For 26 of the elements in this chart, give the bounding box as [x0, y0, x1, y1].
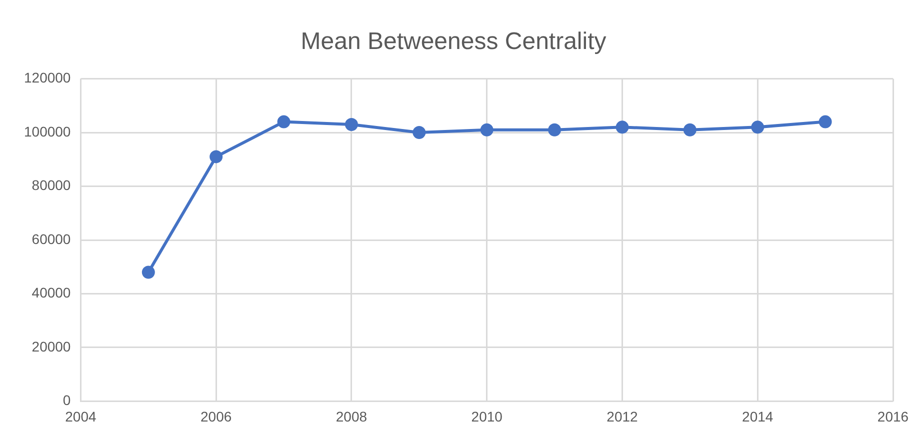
y-tick-label: 0 — [62, 392, 71, 408]
x-tick-label: 2012 — [606, 408, 638, 424]
chart-title: Mean Betweeness Centrality — [300, 28, 606, 56]
x-tick-label: 2004 — [65, 408, 96, 424]
point — [412, 126, 426, 140]
point — [683, 123, 696, 136]
point — [818, 115, 832, 128]
point — [548, 123, 562, 136]
x-tick-label: 2014 — [742, 408, 774, 424]
y-tick-label: 20000 — [32, 338, 71, 354]
point — [142, 266, 155, 279]
y-tick-label: 80000 — [32, 177, 71, 194]
y-tick-label: 120000 — [24, 70, 71, 86]
x-tick-label: 2006 — [200, 408, 232, 424]
y-tick-label: 60000 — [32, 230, 71, 247]
x-tick-label: 2008 — [336, 408, 368, 424]
point — [210, 150, 223, 164]
y-tick-label: 100000 — [24, 123, 71, 140]
y-tick-label: 40000 — [32, 284, 71, 301]
point — [480, 123, 494, 136]
point — [616, 120, 629, 134]
point — [751, 120, 764, 134]
point — [344, 118, 358, 131]
x-tick-label: 2016 — [877, 408, 909, 424]
x-tick-label: 2010 — [471, 408, 503, 424]
point — [277, 115, 290, 128]
